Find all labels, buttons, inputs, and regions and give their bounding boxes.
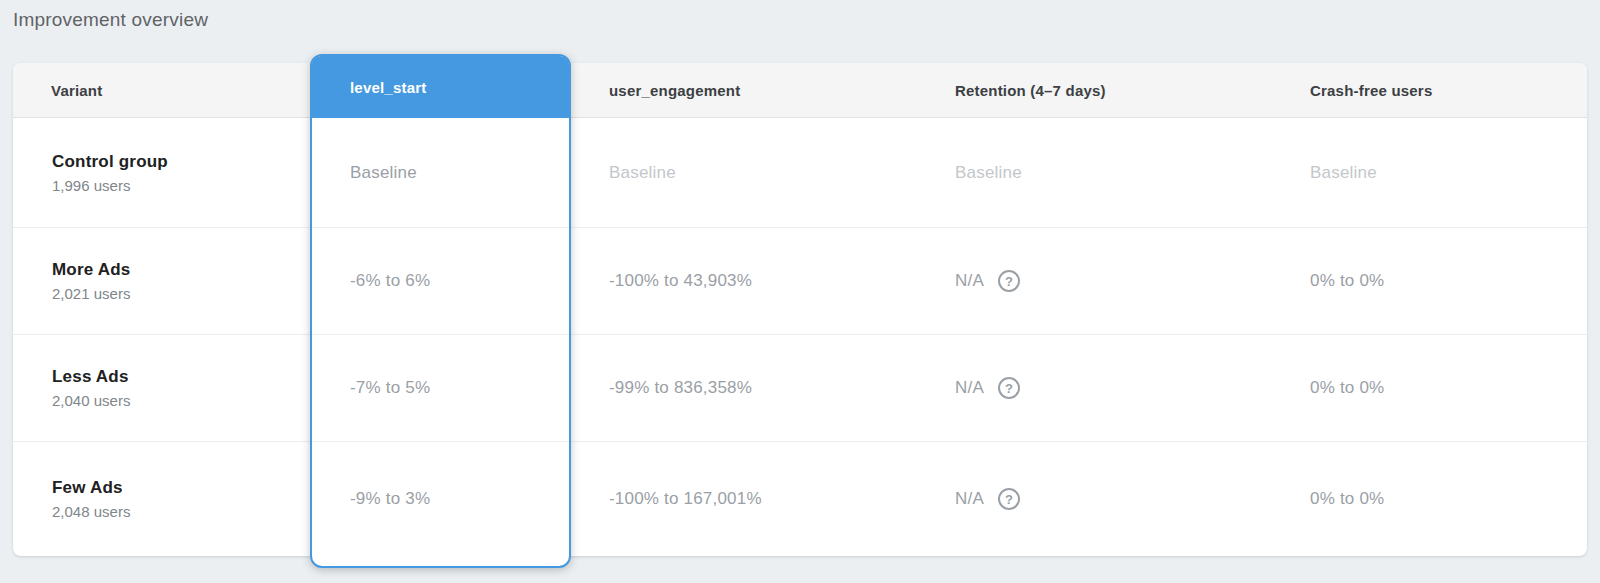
crash-free-value: Baseline	[1272, 118, 1587, 227]
table-row-less-ads: Less Ads 2,040 users -99% to 836,358% N/…	[13, 334, 1587, 441]
variant-cell: Less Ads 2,040 users	[13, 335, 310, 441]
retention-value: Baseline	[917, 118, 1272, 227]
user-engagement-value: -100% to 167,001%	[571, 442, 917, 556]
column-header-user-engagement[interactable]: user_engagement	[571, 63, 917, 117]
retention-na-label: N/A	[955, 378, 984, 398]
variant-user-count: 2,048 users	[52, 503, 310, 520]
variant-user-count: 2,021 users	[52, 285, 310, 302]
variant-user-count: 2,040 users	[52, 392, 310, 409]
level-start-value: -7% to 5%	[312, 334, 569, 441]
crash-free-value: 0% to 0%	[1272, 228, 1587, 334]
results-table-card: Variant user_engagement Retention (4–7 d…	[13, 63, 1587, 556]
level-start-value: -9% to 3%	[312, 441, 569, 556]
selected-metric-column[interactable]: level_start Baseline -6% to 6% -7% to 5%…	[310, 54, 571, 568]
variant-name: Less Ads	[52, 367, 310, 387]
selected-metric-header[interactable]: level_start	[312, 56, 569, 118]
user-engagement-value: Baseline	[571, 118, 917, 227]
table-row-control-group: Control group 1,996 users Baseline Basel…	[13, 118, 1587, 227]
retention-value: N/A ?	[917, 335, 1272, 441]
variant-cell: Few Ads 2,048 users	[13, 442, 310, 556]
user-engagement-value: -99% to 836,358%	[571, 335, 917, 441]
column-header-retention[interactable]: Retention (4–7 days)	[917, 63, 1272, 117]
table-row-more-ads: More Ads 2,021 users -100% to 43,903% N/…	[13, 227, 1587, 334]
level-start-value: Baseline	[312, 118, 569, 227]
page-title: Improvement overview	[13, 9, 208, 31]
variant-name: Control group	[52, 152, 310, 172]
level-start-value: -6% to 6%	[312, 227, 569, 334]
crash-free-value: 0% to 0%	[1272, 335, 1587, 441]
variant-name: More Ads	[52, 260, 310, 280]
user-engagement-value: -100% to 43,903%	[571, 228, 917, 334]
variant-cell: Control group 1,996 users	[13, 118, 310, 227]
help-icon[interactable]: ?	[998, 270, 1020, 292]
variant-name: Few Ads	[52, 478, 310, 498]
variant-cell: More Ads 2,021 users	[13, 228, 310, 334]
table-row-few-ads: Few Ads 2,048 users -100% to 167,001% N/…	[13, 441, 1587, 556]
table-header-row: Variant user_engagement Retention (4–7 d…	[13, 63, 1587, 118]
variant-user-count: 1,996 users	[52, 177, 310, 194]
retention-na-label: N/A	[955, 271, 984, 291]
retention-value: N/A ?	[917, 442, 1272, 556]
help-icon[interactable]: ?	[998, 488, 1020, 510]
retention-na-label: N/A	[955, 489, 984, 509]
column-header-crash-free[interactable]: Crash-free users	[1272, 63, 1587, 117]
crash-free-value: 0% to 0%	[1272, 442, 1587, 556]
column-header-variant: Variant	[13, 63, 310, 117]
help-icon[interactable]: ?	[998, 377, 1020, 399]
improvement-overview-page: Improvement overview Variant user_engage…	[0, 0, 1600, 583]
retention-value: N/A ?	[917, 228, 1272, 334]
